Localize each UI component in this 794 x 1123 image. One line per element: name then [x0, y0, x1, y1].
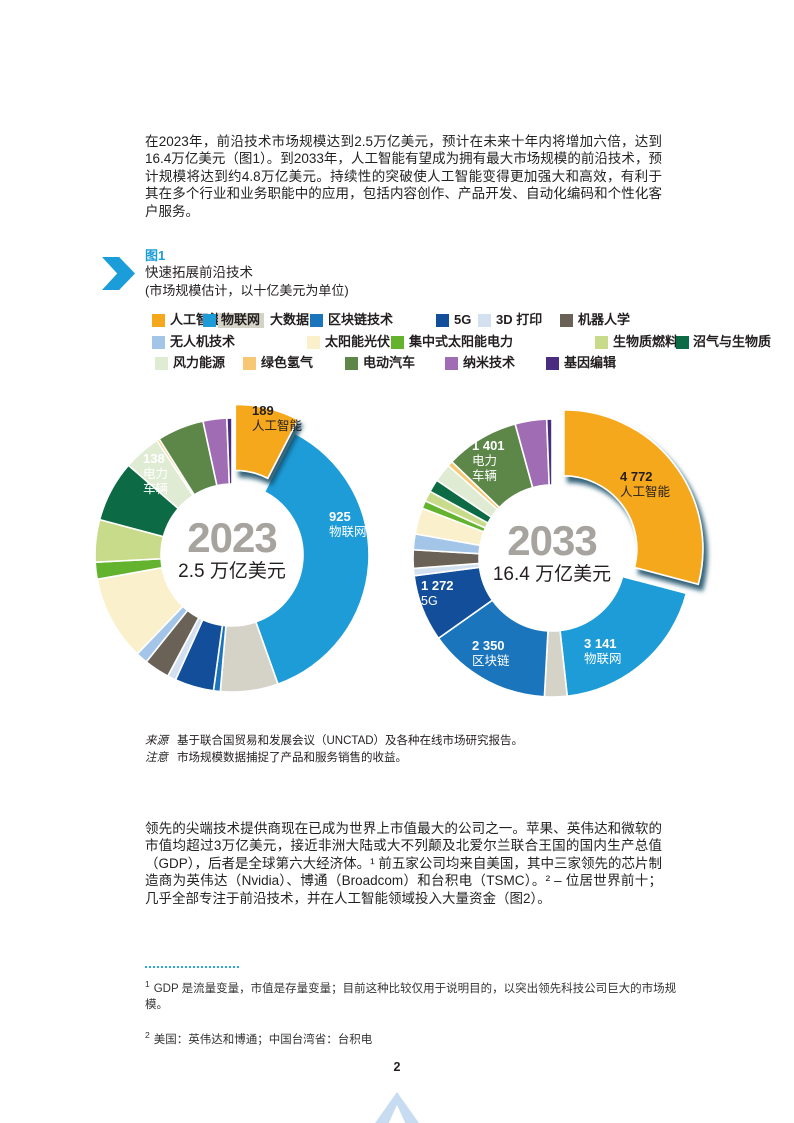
legend-label: 纳米技术 [463, 355, 516, 370]
figure-title: 快速拓展前沿技术 [145, 265, 253, 280]
chart-year: 2023 [187, 514, 277, 561]
slice-label-电动汽车: 1 401 电力 车辆 [472, 438, 505, 483]
legend-swatch [218, 313, 264, 328]
note-line: 注意 市场规模数据捕捉了产品和服务销售的收益。 [145, 750, 523, 767]
legend-label: 沼气与生物质 [693, 334, 772, 349]
slice-label-人工智能: 4 772 人工智能 [620, 469, 671, 499]
figure-number: 图1 [145, 248, 166, 263]
footnote-divider [145, 966, 239, 968]
slice-人工智能 [563, 409, 704, 586]
chart-center-label-2033: 2033 16.4 万亿美元 [493, 520, 611, 588]
legend-label: 区块链技术 [328, 312, 394, 327]
legend-label: 无人机技术 [170, 334, 236, 349]
legend-swatch [152, 314, 165, 327]
footnote-marker: 1 [145, 979, 150, 989]
legend-swatch [436, 314, 449, 327]
slice-label-物联网: 925 物联网 [329, 509, 367, 539]
legend-swatch [203, 314, 216, 327]
footnote-2: 2 美国：英伟达和博通；中国台湾省：台积电 [145, 1027, 682, 1048]
donut-chart-2023: 2023 2.5 万亿美元 189 人工智能 925 物联网 138 电力 车辆 [85, 393, 397, 725]
slice-物联网 [254, 432, 370, 686]
legend-swatch [307, 336, 320, 349]
legend-label: 基因编辑 [564, 355, 617, 370]
legend-swatch [243, 357, 256, 370]
legend-swatch [310, 314, 323, 327]
slice-label-物联网: 3 141 物联网 [584, 636, 622, 666]
donut-svg-2033 [412, 409, 704, 698]
legend-label: 绿色氢气 [261, 355, 314, 370]
footnote-marker: 2 [145, 1029, 150, 1040]
figure-source-note: 来源 基于联合国贸易和发展会议（UNCTAD）及各种在线市场研究报告。 注意 市场规… [145, 733, 523, 766]
legend-label: 太阳能光伏 [325, 334, 391, 349]
legend-label: 集中式太阳能电力 [409, 334, 514, 349]
intro-paragraph: 在2023年，前沿技术市场规模达到2.5万亿美元，预计在未来十年内将增加六倍，达… [145, 133, 662, 219]
legend-swatch [152, 336, 165, 349]
legend-label: 机器人学 [578, 312, 631, 327]
legend-swatch [676, 336, 689, 349]
legend-swatch [546, 357, 559, 370]
slice-label-区块链技术: 2 350 区块链 [472, 638, 510, 668]
source-line: 来源 基于联合国贸易和发展会议（UNCTAD）及各种在线市场研究报告。 [145, 733, 523, 750]
legend-swatch [478, 314, 491, 327]
figure-header: 图1 快速拓展前沿技术 (市场规模估计，以十亿美元为单位) [145, 247, 349, 300]
legend-label: 3D 打印 [496, 312, 543, 327]
page-number: 2 [393, 1060, 401, 1074]
source-text: 基于联合国贸易和发展会议（UNCTAD）及各种在线市场研究报告。 [177, 735, 524, 747]
slice-基因编辑 [545, 418, 553, 486]
legend-label: 生物质燃料 [613, 334, 679, 349]
legend-label: 物联网 [221, 312, 261, 327]
slice-基因编辑 [226, 417, 233, 485]
slice-label-5G: 1 272 5G [421, 578, 454, 608]
legend-label: 5G [454, 312, 472, 327]
donut-svg-2023 [94, 403, 370, 693]
slice-label-电动汽车: 138 电力 车辆 [143, 451, 169, 496]
legend-swatch [391, 336, 404, 349]
slice-label-人工智能: 189 人工智能 [252, 403, 303, 433]
page-bottom-chevron-icon [373, 1092, 421, 1123]
slice-人工智能 [234, 403, 300, 480]
legend-swatch [155, 357, 168, 370]
legend-label: 大数据 [270, 312, 310, 327]
chart-total: 2.5 万亿美元 [178, 561, 286, 582]
source-label: 来源 [145, 735, 168, 747]
chart-total: 16.4 万亿美元 [492, 564, 612, 585]
chart-center-label-2023: 2023 2.5 万亿美元 [178, 517, 286, 585]
chart-year: 2033 [507, 517, 597, 564]
slice-物联网 [559, 575, 688, 698]
note-text: 市场规模数据捕捉了产品和服务销售的收益。 [177, 751, 407, 764]
footnotes: 1 GDP 是流量变量，市值是存量变量；目前这种比较仅用于说明目的，以突出领先科技… [145, 976, 682, 1062]
legend-swatch [345, 357, 358, 370]
figure-legend: 人工智能 大数据 物联网 区块链技术 5G 3D 打印 机器人学 无人机技术 太阳能光伏 集中式太… [0, 0, 794, 390]
donut-chart-2033: 2033 16.4 万亿美元 4 772 人工智能 3 141 物联网 2 350 区块链… [388, 393, 728, 728]
body-paragraph: 领先的尖端技术提供商现在已成为世界上市值最大的公司之一。苹果、英伟达和微软的市值… [145, 820, 662, 906]
legend-swatch [560, 314, 573, 327]
footnote-1: 1 GDP 是流量变量，市值是存量变量；目前这种比较仅用于说明目的，以突出领先科技… [145, 976, 682, 1013]
note-label: 注意 [145, 751, 168, 764]
figure-subtitle: (市场规模估计，以十亿美元为单位) [145, 283, 349, 298]
footnote-text: 美国：英伟达和博通；中国台湾省：台积电 [153, 1033, 373, 1046]
legend-label: 电动汽车 [363, 355, 416, 370]
legend-swatch [595, 336, 608, 349]
legend-label: 风力能源 [173, 355, 226, 370]
footnote-text: GDP 是流量变量，市值是存量变量；目前这种比较仅用于说明目的，以突出领先科技公… [145, 982, 677, 1011]
legend-swatch [445, 357, 458, 370]
